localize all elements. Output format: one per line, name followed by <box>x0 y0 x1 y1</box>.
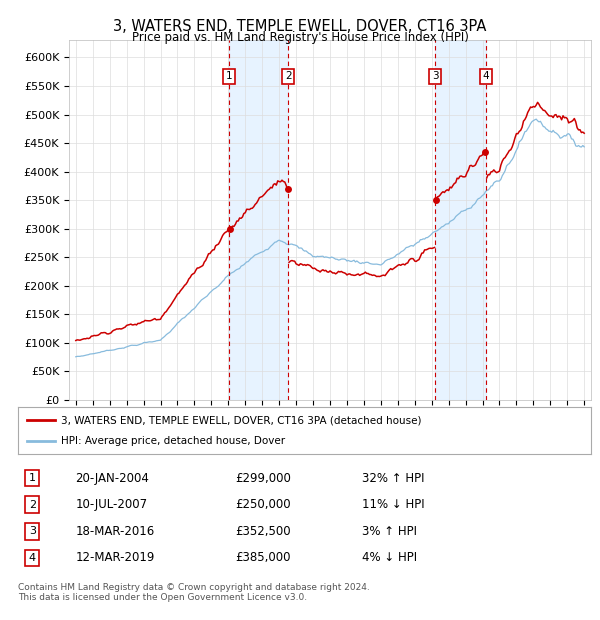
Text: 10-JUL-2007: 10-JUL-2007 <box>76 498 148 511</box>
Bar <box>229 40 288 400</box>
Text: 2: 2 <box>29 500 36 510</box>
Text: 18-MAR-2016: 18-MAR-2016 <box>76 525 155 538</box>
Text: 3: 3 <box>29 526 36 536</box>
Text: Price paid vs. HM Land Registry's House Price Index (HPI): Price paid vs. HM Land Registry's House … <box>131 31 469 44</box>
Text: 32% ↑ HPI: 32% ↑ HPI <box>362 472 424 485</box>
Text: HPI: Average price, detached house, Dover: HPI: Average price, detached house, Dove… <box>61 436 285 446</box>
Text: 3, WATERS END, TEMPLE EWELL, DOVER, CT16 3PA (detached house): 3, WATERS END, TEMPLE EWELL, DOVER, CT16… <box>61 415 421 425</box>
Text: £352,500: £352,500 <box>236 525 292 538</box>
Bar <box>435 40 486 400</box>
Text: 3: 3 <box>432 71 439 81</box>
Text: 1: 1 <box>226 71 232 81</box>
Text: £250,000: £250,000 <box>236 498 292 511</box>
Text: 4: 4 <box>29 553 36 563</box>
Text: 2: 2 <box>285 71 292 81</box>
Text: 4% ↓ HPI: 4% ↓ HPI <box>362 551 417 564</box>
Text: 11% ↓ HPI: 11% ↓ HPI <box>362 498 424 511</box>
Text: Contains HM Land Registry data © Crown copyright and database right 2024.
This d: Contains HM Land Registry data © Crown c… <box>18 583 370 602</box>
Text: £385,000: £385,000 <box>236 551 291 564</box>
Text: 3, WATERS END, TEMPLE EWELL, DOVER, CT16 3PA: 3, WATERS END, TEMPLE EWELL, DOVER, CT16… <box>113 19 487 33</box>
Text: 12-MAR-2019: 12-MAR-2019 <box>76 551 155 564</box>
Text: 1: 1 <box>29 473 36 483</box>
Text: £299,000: £299,000 <box>236 472 292 485</box>
Text: 3% ↑ HPI: 3% ↑ HPI <box>362 525 417 538</box>
Text: 4: 4 <box>482 71 489 81</box>
Text: 20-JAN-2004: 20-JAN-2004 <box>76 472 149 485</box>
